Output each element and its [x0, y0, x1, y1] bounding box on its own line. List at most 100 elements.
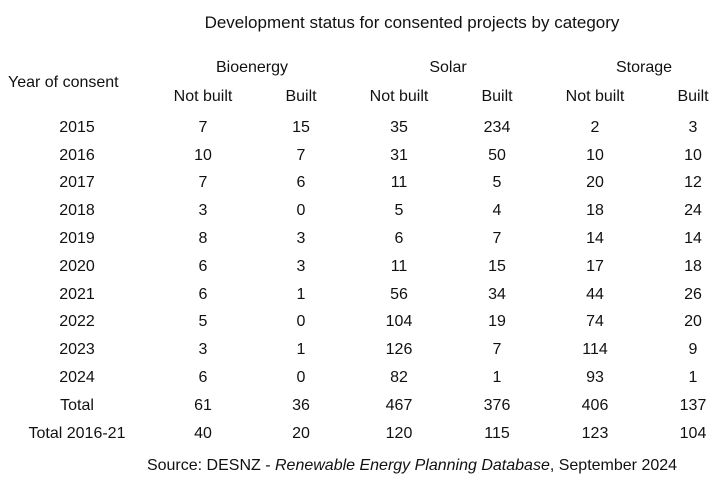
table-cell: 10	[586, 146, 604, 164]
total-2016-21-label: Total 2016-21	[28, 424, 126, 442]
table-cell: 3	[296, 230, 306, 248]
table-cell: 10	[684, 146, 702, 164]
table-cell: 406	[581, 396, 609, 414]
table-cell: 26	[684, 285, 702, 303]
table-row: 2020 6 3 11 15 17 18	[0, 253, 727, 281]
table-cell: 115	[484, 424, 510, 442]
table-cell: 137	[679, 396, 707, 414]
table-cell: 376	[483, 396, 511, 414]
table-cell: 6	[198, 257, 208, 275]
table-cell: 20	[586, 174, 604, 192]
table-cell: 82	[390, 369, 408, 387]
table-cell: 18	[586, 202, 604, 220]
table-cell: 120	[385, 424, 413, 442]
table-cell: 35	[390, 118, 408, 136]
table-cell: 24	[684, 202, 702, 220]
table-row: 2021 6 1 56 34 44 26	[0, 281, 727, 309]
table-cell: 1	[296, 341, 306, 359]
source-prefix: Source: DESNZ -	[146, 457, 275, 474]
table-row: 2023 3 1 126 7 114 9	[0, 336, 727, 364]
table-cell: 7	[296, 146, 306, 164]
table-cell: 126	[385, 341, 413, 359]
total-label: Total	[60, 396, 94, 414]
table-row: 2016 10 7 31 50 10 10	[0, 142, 727, 170]
table-cell: 20	[684, 313, 702, 331]
table-cell: 1	[296, 285, 306, 303]
year-label: 2015	[59, 118, 95, 136]
table-cell: 15	[292, 118, 310, 136]
table-cell: 14	[684, 230, 702, 248]
table-cell: 114	[582, 341, 608, 359]
table-cell: 4	[492, 202, 502, 220]
table-cell: 104	[679, 424, 707, 442]
table-cell: 8	[198, 230, 208, 248]
source-suffix: , September 2024	[549, 457, 678, 474]
row-header-label: Year of consent	[8, 74, 119, 91]
table-cell: 5	[492, 174, 502, 192]
table-cell: 14	[586, 230, 604, 248]
table-cell: 31	[390, 146, 408, 164]
page-title: Development status for consented project…	[204, 13, 620, 32]
table-cell: 34	[488, 285, 506, 303]
table-cell: 6	[394, 230, 404, 248]
table-cell: 61	[194, 396, 212, 414]
group-header-bioenergy: Bioenergy	[215, 59, 289, 76]
table-cell: 234	[483, 118, 511, 136]
table-cell: 7	[492, 341, 502, 359]
table-header: Year of consent Bioenergy Solar Storage …	[0, 54, 727, 112]
table-cell: 3	[198, 202, 208, 220]
source-note: Source: DESNZ - Renewable Energy Plannin…	[97, 455, 727, 476]
source-database-name: Renewable Energy Planning Database	[274, 457, 550, 474]
table-cell: 6	[296, 174, 306, 192]
table-cell: 123	[581, 424, 609, 442]
table-row: 2022 5 0 104 19 74 20	[0, 309, 727, 337]
table-cell: 18	[684, 257, 702, 275]
year-label: 2019	[59, 230, 95, 248]
table-cell: 44	[586, 285, 604, 303]
table-cell: 2	[590, 118, 600, 136]
table-cell: 36	[292, 396, 310, 414]
table-cell: 56	[390, 285, 408, 303]
year-label: 2017	[59, 174, 95, 192]
table-cell: 7	[198, 118, 208, 136]
year-label: 2020	[59, 257, 95, 275]
year-label: 2016	[59, 146, 95, 164]
table-cell: 0	[296, 369, 306, 387]
table-row: 2024 6 0 82 1 93 1	[0, 364, 727, 392]
table-cell: 6	[198, 285, 208, 303]
table-cell: 19	[488, 313, 506, 331]
table-cell: 6	[198, 369, 208, 387]
table-cell: 10	[194, 146, 212, 164]
table-cell: 17	[586, 257, 604, 275]
table-cell: 12	[684, 174, 702, 192]
table-cell: 9	[688, 341, 698, 359]
table-cell: 7	[198, 174, 208, 192]
subheader-bioenergy-built: Built	[285, 88, 317, 105]
table-cell: 74	[586, 313, 604, 331]
table-cell: 0	[296, 202, 306, 220]
table-cell: 3	[296, 257, 306, 275]
year-label: 2023	[59, 341, 95, 359]
table-cell: 1	[688, 369, 698, 387]
table-cell: 7	[492, 230, 502, 248]
subheader-bioenergy-not-built: Not built	[173, 88, 233, 105]
table-cell: 5	[198, 313, 208, 331]
table-cell: 1	[492, 369, 502, 387]
table-row: 2019 8 3 6 7 14 14	[0, 225, 727, 253]
table-cell: 93	[586, 369, 604, 387]
year-label: 2022	[59, 313, 95, 331]
table-row-total: Total 61 36 467 376 406 137	[0, 392, 727, 420]
group-header-storage: Storage	[615, 59, 673, 76]
table-cell: 50	[488, 146, 506, 164]
table-row: 2015 7 15 35 234 2 3	[0, 114, 727, 142]
table-cell: 3	[688, 118, 698, 136]
table-cell: 11	[390, 174, 408, 192]
subheader-storage-built: Built	[677, 88, 709, 105]
year-label: 2021	[59, 285, 95, 303]
table-cell: 15	[488, 257, 506, 275]
table-row-total-2016-21: Total 2016-21 40 20 120 115 123 104	[0, 420, 727, 448]
table-cell: 11	[390, 257, 408, 275]
table-cell: 0	[296, 313, 306, 331]
year-label: 2018	[59, 202, 95, 220]
